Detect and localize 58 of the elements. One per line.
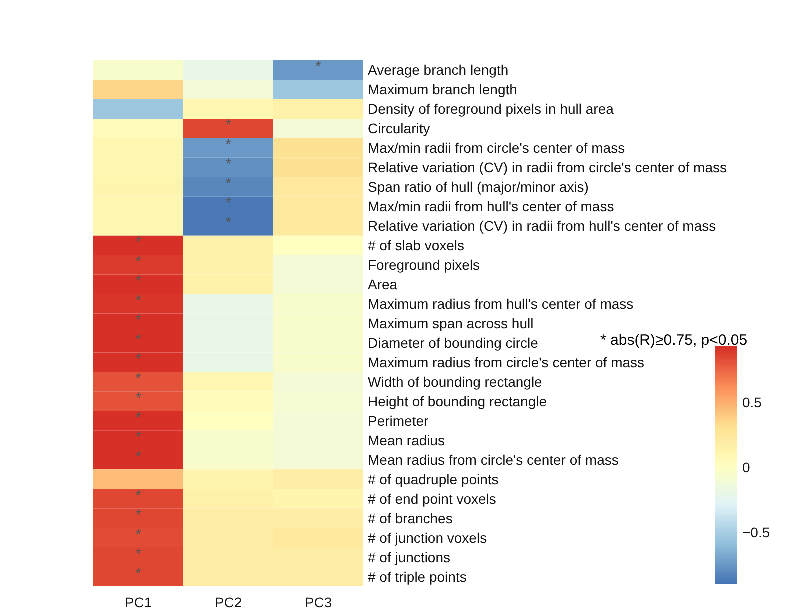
data-label: *	[136, 409, 142, 426]
y-tick-label: Density of foreground pixels in hull area	[368, 101, 614, 118]
data-label: *	[316, 58, 322, 76]
y-tick-label: Maximum radius from circle's center of mass	[368, 354, 645, 370]
data-label: *	[136, 565, 142, 582]
x-tick-label: PC2	[214, 594, 242, 610]
y-tick-label: Foreground pixels	[368, 257, 480, 274]
y-tick-label: Height of bounding rectangle	[368, 393, 548, 410]
y-tick-label: Max/min radii from circle's center of mass	[368, 140, 626, 156]
y-tick-label: Span ratio of hull (major/minor axis)	[368, 179, 589, 196]
y-tick-label: Relative variation (CV) in radii from circle's center of mass	[368, 160, 728, 176]
data-label: *	[136, 234, 142, 252]
color-bar-label: 0.5	[742, 394, 762, 410]
y-tick-label: Relative variation (CV) in radii from hull's center of mass	[368, 218, 716, 234]
y-tick-label: Perimeter	[368, 412, 430, 429]
y-tick-label: Maximum radius from hull's center of mass	[368, 296, 634, 312]
data-label: *	[136, 331, 142, 348]
data-label: *	[226, 156, 232, 174]
data-label: *	[136, 390, 142, 407]
y-tick-label: Mean radius from circle's center of mass	[368, 452, 619, 468]
y-tick-label: Mean radius	[368, 432, 446, 448]
y-tick-label: # of quadruple points	[368, 471, 499, 488]
data-label: *	[136, 370, 142, 388]
data-label: *	[136, 273, 142, 290]
data-label: *	[226, 195, 232, 212]
x-tick-label: PC1	[124, 594, 152, 610]
y-tick-label: # of slab voxels	[368, 238, 464, 254]
data-label: *	[136, 312, 142, 329]
y-tick-label: Circularity	[368, 120, 430, 137]
y-tick-label: Width of bounding rectangle	[368, 374, 543, 390]
y-tick-label: # of branches	[368, 510, 453, 526]
color-bar-label: 0	[742, 459, 750, 476]
data-label: *	[136, 546, 142, 563]
y-tick-label: Maximum span across hull	[368, 316, 534, 332]
data-label: *	[226, 214, 232, 232]
y-tick-label: Diameter of bounding circle	[368, 334, 539, 351]
y-tick-label: # of end point voxels	[368, 490, 496, 507]
data-label: *	[136, 448, 142, 466]
y-tick-label: # of triple points	[368, 568, 467, 585]
data-label: *	[136, 350, 142, 368]
color-bar-label: −0.5	[742, 524, 770, 540]
data-label: *	[226, 117, 232, 134]
y-tick-label: Area	[368, 276, 398, 293]
data-label: *	[136, 428, 142, 446]
data-label: *	[136, 506, 142, 524]
data-label: *	[136, 292, 142, 310]
y-tick-label: # of junction voxels	[368, 530, 488, 546]
y-tick-label: Max/min radii from hull's center of mass	[368, 198, 614, 215]
data-label: *	[136, 526, 142, 544]
y-tick-label: # of junctions	[368, 549, 450, 566]
y-tick-label: Average branch length	[368, 62, 509, 78]
y-tick-label: Maximum branch length	[368, 82, 518, 98]
x-tick-label: PC3	[304, 594, 332, 610]
data-label: *	[226, 176, 232, 193]
data-label: *	[136, 487, 142, 504]
text: * abs(R)≥0.75, p<0.05	[600, 332, 748, 349]
data-label: *	[226, 136, 232, 154]
data-label: *	[136, 254, 142, 271]
